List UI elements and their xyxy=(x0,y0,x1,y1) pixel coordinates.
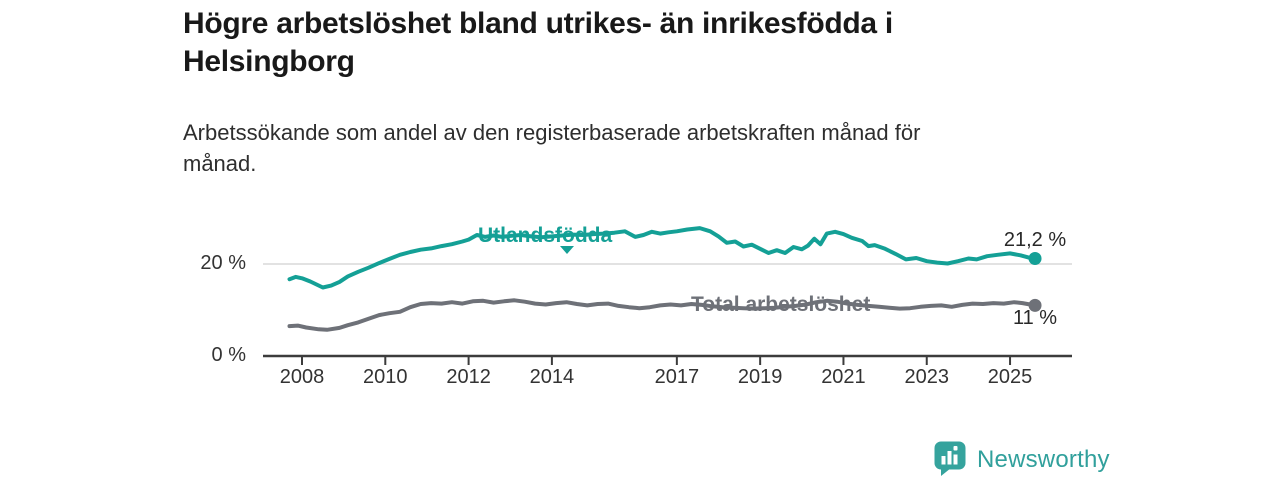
chart-subtitle: Arbetssökande som andel av den registerb… xyxy=(183,117,1053,179)
chart-subtitle-line1: Arbetssökande som andel av den registerb… xyxy=(183,120,921,145)
newsworthy-logo[interactable]: Newsworthy xyxy=(934,441,1110,478)
page-title: Högre arbetslöshet bland utrikes- än inr… xyxy=(183,5,1083,81)
chart-subtitle-line2: månad. xyxy=(183,151,257,176)
x-axis-tick-label: 2014 xyxy=(530,366,575,388)
y-axis-tick-label-20: 20 % xyxy=(200,252,246,274)
end-value-label-total: 11 % xyxy=(1012,307,1058,329)
newsworthy-logo-text: Newsworthy xyxy=(977,445,1110,473)
label-pointer-triangle-icon xyxy=(560,246,574,254)
x-axis-tick-label: 2010 xyxy=(363,366,408,388)
x-axis-tick-label: 2012 xyxy=(446,366,491,388)
series-end-dot xyxy=(1028,251,1042,265)
series-label-total-arbetsloshet: Total arbetslöshet xyxy=(691,293,871,316)
page-title-line1: Högre arbetslöshet bland utrikes- än inr… xyxy=(183,7,893,40)
x-axis-tick-label: 2008 xyxy=(280,366,325,388)
bar-chart-speech-bubble-icon xyxy=(934,441,966,476)
x-axis-tick-label: 2021 xyxy=(821,366,866,388)
end-value-label-utlandsfodda: 21,2 % xyxy=(1003,229,1067,251)
series-line xyxy=(287,298,1037,332)
series-line xyxy=(287,226,1037,290)
x-axis-tick-label: 2025 xyxy=(988,366,1033,388)
x-axis-tick-label: 2019 xyxy=(738,366,783,388)
series-end-dot xyxy=(1028,298,1042,312)
page-title-line2: Helsingborg xyxy=(183,45,355,78)
x-axis-tick-label: 2017 xyxy=(655,366,700,388)
y-axis-tick-label-0: 0 % xyxy=(211,344,246,366)
series-label-utlandsfodda: Utlandsfödda xyxy=(478,224,613,247)
x-axis-tick-label: 2023 xyxy=(905,366,950,388)
